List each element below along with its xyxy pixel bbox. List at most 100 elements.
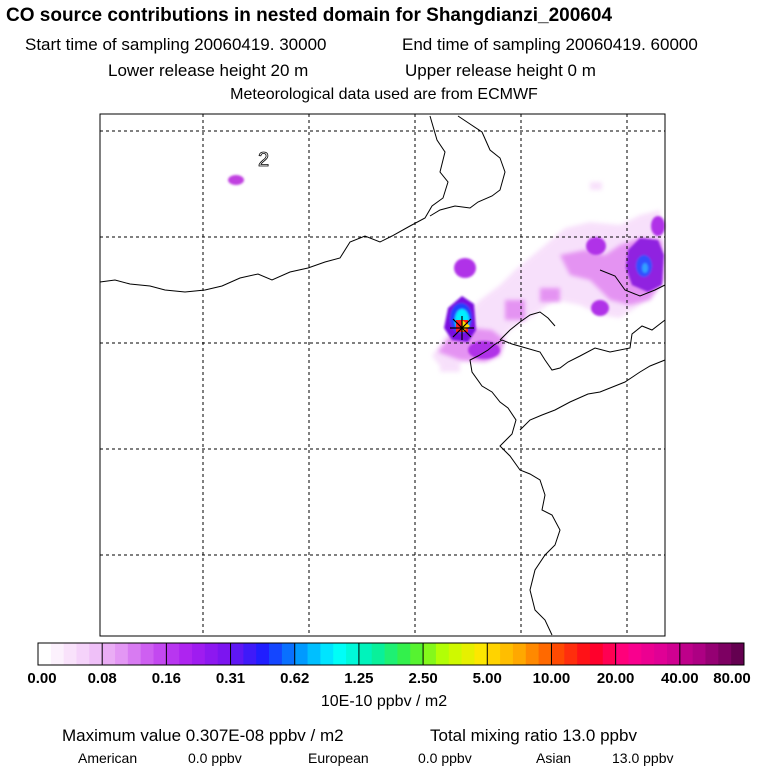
colorbar-tick-label: 40.00 bbox=[661, 670, 699, 687]
colorbar-cell bbox=[204, 643, 219, 665]
colorbar bbox=[37, 642, 745, 666]
map-grid bbox=[100, 114, 665, 636]
lower-height-label: Lower release height 20 m bbox=[108, 61, 309, 80]
colorbar-cell bbox=[294, 643, 308, 665]
colorbar-cell bbox=[666, 643, 681, 665]
colorbar-cell bbox=[435, 643, 450, 665]
plume-spot-purple bbox=[591, 300, 609, 316]
colorbar-cell bbox=[410, 643, 424, 665]
colorbar-cell bbox=[230, 643, 244, 665]
colorbar-tick-label: 1.25 bbox=[344, 670, 374, 687]
plume-light-spot bbox=[440, 362, 460, 372]
colorbar-tick-label: 80.00 bbox=[713, 670, 751, 687]
colorbar-cell bbox=[63, 643, 77, 665]
colorbar-cell bbox=[333, 643, 347, 665]
colorbar-tick-label: 0.62 bbox=[280, 670, 310, 687]
colorbar-tick-label: 0.16 bbox=[151, 670, 181, 687]
total-mixing-label: Total mixing ratio 13.0 ppbv bbox=[430, 726, 637, 745]
concentration-field bbox=[228, 175, 665, 372]
colorbar-cell bbox=[397, 643, 411, 665]
colorbar-cell bbox=[384, 643, 398, 665]
region-european-name: European bbox=[308, 750, 369, 766]
colorbar-cell bbox=[731, 643, 745, 665]
site-marker bbox=[450, 316, 474, 340]
colorbar-cell bbox=[217, 643, 231, 665]
map-label: 2 bbox=[258, 149, 269, 171]
colorbar-cell bbox=[307, 643, 321, 665]
boundary-line bbox=[599, 269, 666, 297]
colorbar-cell bbox=[346, 643, 360, 665]
colorbar-cell bbox=[153, 643, 167, 665]
colorbar-cell bbox=[551, 643, 565, 665]
colorbar-cell bbox=[243, 643, 257, 665]
end-time-label: End time of sampling 20060419. 60000 bbox=[402, 35, 698, 54]
colorbar-cell bbox=[602, 643, 617, 665]
boundary-line bbox=[499, 311, 556, 341]
colorbar-cell bbox=[500, 643, 514, 665]
colorbar-tick-label: 10.00 bbox=[532, 670, 571, 687]
colorbar-cell bbox=[654, 643, 668, 665]
colorbar-cell bbox=[371, 643, 385, 665]
chart-title: CO source contributions in nested domain… bbox=[6, 5, 613, 26]
colorbar-cell bbox=[269, 643, 283, 665]
plume-core-east-inner bbox=[642, 263, 648, 273]
colorbar-cell bbox=[127, 643, 142, 665]
plume-spot-purple bbox=[228, 175, 244, 185]
colorbar-tick-label: 0.31 bbox=[215, 670, 246, 687]
colorbar-tick-label: 2.50 bbox=[408, 670, 438, 687]
colorbar-cell bbox=[538, 643, 552, 665]
region-american-name: American bbox=[78, 750, 138, 766]
colorbar-cell bbox=[256, 643, 270, 665]
colorbar-cell bbox=[448, 643, 462, 665]
colorbar-cell bbox=[38, 643, 52, 665]
colorbar-cell bbox=[358, 643, 373, 665]
colorbar-units: 10E-10 ppbv / m2 bbox=[320, 693, 448, 710]
colorbar-cell bbox=[192, 643, 206, 665]
colorbar-cell bbox=[615, 643, 629, 665]
colorbar-cell bbox=[564, 643, 578, 665]
region-asian-value: 13.0 ppbv bbox=[612, 750, 674, 766]
plume-spot-purple bbox=[454, 258, 476, 278]
colorbar-cell bbox=[705, 643, 719, 665]
colorbar-cell bbox=[525, 643, 540, 665]
colorbar-frame bbox=[37, 642, 745, 666]
colorbar-tick-label: 0.08 bbox=[87, 670, 117, 687]
boundary-line bbox=[429, 115, 506, 217]
max-value-label: Maximum value 0.307E-08 ppbv / m2 bbox=[62, 726, 344, 745]
colorbar-tick-label: 0.00 bbox=[27, 670, 57, 687]
colorbar-cell bbox=[589, 643, 604, 665]
plume-medium-spot bbox=[505, 300, 525, 320]
plume-spot-purple bbox=[586, 237, 606, 255]
plume-spot-purple bbox=[468, 341, 500, 359]
colorbar-cell bbox=[140, 643, 154, 665]
colorbar-cell bbox=[166, 643, 180, 665]
upper-height-label: Upper release height 0 m bbox=[405, 61, 596, 80]
colorbar-cell bbox=[320, 643, 334, 665]
meteo-label: Meteorological data used are from ECMWF bbox=[230, 86, 538, 103]
colorbar-cell bbox=[179, 643, 193, 665]
colorbar-cell bbox=[628, 643, 642, 665]
colorbar-cell bbox=[423, 643, 437, 665]
map-frame bbox=[99, 113, 666, 637]
colorbar-cell bbox=[577, 643, 591, 665]
map-boundaries bbox=[99, 115, 666, 636]
region-asian-name: Asian bbox=[536, 750, 572, 766]
colorbar-cell bbox=[679, 643, 694, 665]
colorbar-cell bbox=[281, 643, 296, 665]
start-time-label: Start time of sampling 20060419. 30000 bbox=[25, 35, 327, 54]
plume-medium-spot bbox=[540, 288, 560, 302]
colorbar-cell bbox=[512, 643, 527, 665]
colorbar-cell bbox=[76, 643, 90, 665]
colorbar-cell bbox=[115, 643, 129, 665]
colorbar-tick-label: 20.00 bbox=[596, 670, 635, 687]
plume-spot-purple bbox=[651, 216, 665, 236]
colorbar-cell bbox=[50, 643, 65, 665]
site-marker-yellow bbox=[462, 320, 470, 332]
colorbar-tick-label: 5.00 bbox=[472, 670, 502, 687]
boundary-line bbox=[519, 359, 666, 431]
colorbar-cell bbox=[487, 643, 501, 665]
boundary-line bbox=[469, 319, 666, 636]
colorbar-cell bbox=[461, 643, 475, 665]
colorbar-cell bbox=[474, 643, 488, 665]
